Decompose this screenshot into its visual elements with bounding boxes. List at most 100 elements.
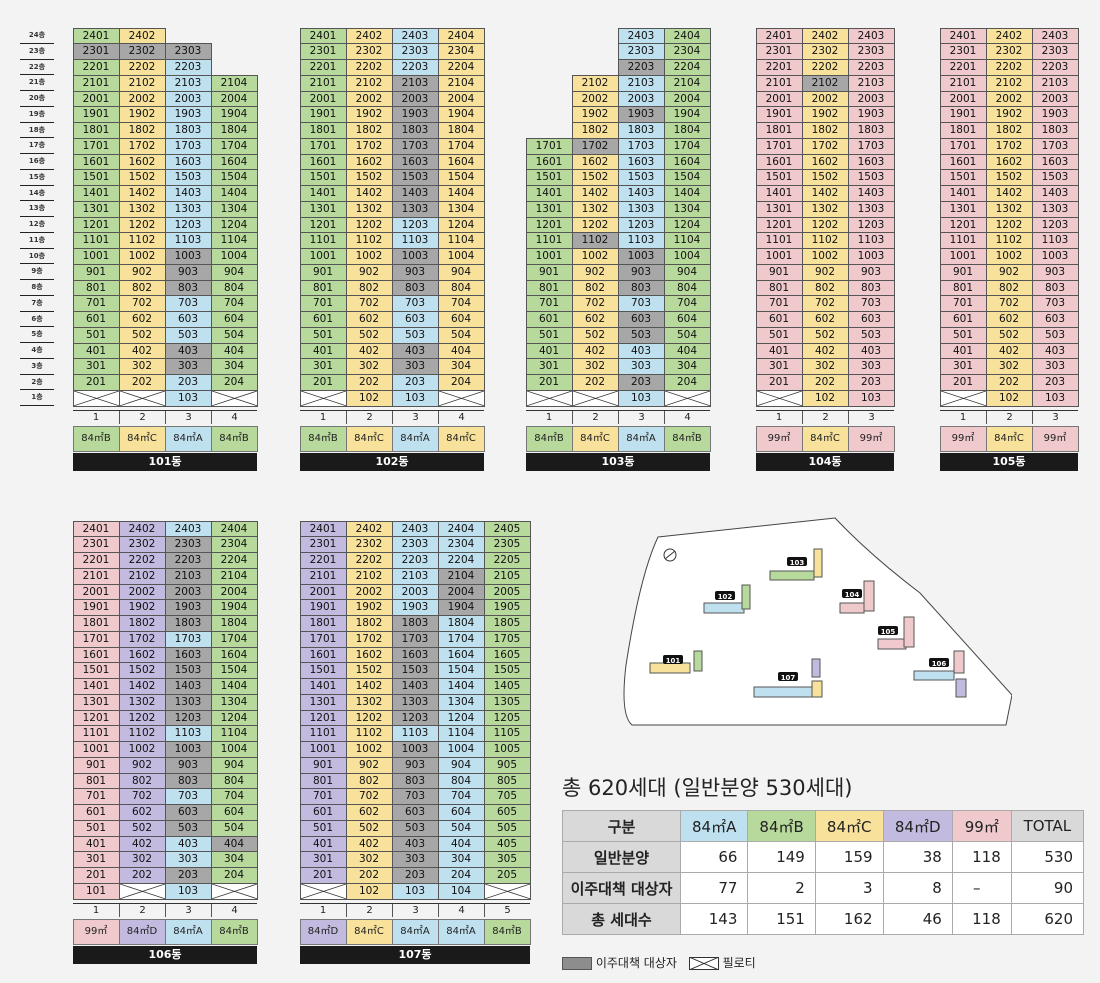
- unit-cell: 1602: [118, 153, 166, 171]
- unit-cell: 804: [210, 279, 258, 297]
- unit-cell: 2203: [164, 552, 212, 569]
- unit-cell: 2401: [72, 520, 120, 538]
- unit-cell: 1201: [72, 709, 120, 727]
- unit-cell: 2103: [164, 74, 212, 92]
- unit-cell: 2303: [391, 536, 439, 553]
- unit-cell: 2101: [755, 74, 803, 92]
- floor-label: 11층: [20, 233, 54, 249]
- unit-cell: 704: [437, 295, 485, 312]
- unit-cell: 204: [437, 374, 485, 391]
- summary-cell: 143: [679, 903, 749, 935]
- unit-cell: 603: [164, 311, 212, 328]
- unit-cell: 2004: [437, 90, 485, 108]
- floor-label: 14층: [20, 186, 54, 202]
- unit-cell: 1003: [617, 248, 665, 265]
- line-type: 84㎡B: [299, 425, 347, 452]
- floor-label: 21층: [20, 75, 54, 91]
- unit-cell: 2202: [345, 59, 393, 76]
- empty-cell: [526, 75, 573, 92]
- unit-cell: 1203: [391, 216, 439, 234]
- unit-cell: 2304: [210, 536, 258, 553]
- unit-cell: 1304: [663, 200, 711, 218]
- unit-cell: 1701: [299, 137, 347, 155]
- unit-cell: 1501: [72, 662, 120, 679]
- line-number: 1: [545, 412, 553, 423]
- line-types: 99㎡ 84㎡D 84㎡A 84㎡B: [72, 918, 258, 945]
- floor-label: 8층: [20, 280, 54, 296]
- unit-cell: 1402: [801, 185, 849, 202]
- unit-cell: 702: [571, 295, 619, 312]
- unit-cell: 2403: [1031, 27, 1079, 45]
- unit-cell: 1402: [345, 185, 393, 202]
- line-number: 3: [618, 411, 664, 424]
- unit-cell: 1701: [939, 137, 987, 155]
- unit-cell: 1002: [345, 248, 393, 265]
- building-name: 107동: [300, 946, 530, 964]
- unit-cell: 303: [391, 851, 439, 868]
- unit-cell: 1503: [1031, 169, 1079, 186]
- unit-cell: 902: [118, 263, 166, 281]
- unit-cell: 1403: [391, 185, 439, 202]
- floor-label: 20층: [20, 91, 54, 107]
- unit-cell: 702: [985, 295, 1033, 312]
- summary-cell: 8: [882, 872, 953, 904]
- unit-cell: 2202: [345, 552, 393, 569]
- unit-cell: 2404: [437, 520, 485, 538]
- line-type: 84㎡C: [437, 425, 485, 452]
- unit-cell: 1303: [391, 200, 439, 218]
- unit-cell: 2302: [345, 536, 393, 553]
- unit-cell: 1002: [985, 248, 1033, 265]
- unit-cell: 804: [437, 772, 485, 790]
- unit-cell: 301: [755, 358, 803, 375]
- unit-cell: 2002: [345, 583, 393, 601]
- empty-cell: [572, 59, 619, 76]
- line-number: 1: [775, 412, 783, 423]
- unit-cell: 1004: [210, 741, 258, 758]
- unit-cell: 202: [345, 867, 393, 884]
- empty-cell: [526, 106, 573, 123]
- line-number: 2: [802, 411, 848, 424]
- unit-cell: 1703: [391, 630, 439, 648]
- unit-cell: 1303: [164, 693, 212, 711]
- unit-cell: 1302: [118, 200, 166, 218]
- unit-cell: 403: [164, 835, 212, 853]
- unit-cell: 1902: [571, 106, 619, 123]
- line-type: 84㎡D: [299, 918, 347, 945]
- unit-cell: 1602: [118, 646, 166, 664]
- unit-cell: 801: [939, 279, 987, 297]
- unit-cell: 903: [1031, 263, 1079, 281]
- unit-cell: 2003: [1031, 90, 1079, 108]
- line-type: 84㎡A: [437, 918, 485, 945]
- building-102동: 2401 2402 2403 2404 2301 2302 2303 2304 2201 2202…: [299, 27, 485, 471]
- unit-cell: 2103: [617, 74, 665, 92]
- unit-cell: 2201: [72, 552, 120, 569]
- unit-cell: 403: [391, 835, 439, 853]
- piloti-cell: [299, 389, 347, 407]
- unit-cell: 904: [663, 263, 711, 281]
- unit-cell: 2301: [72, 43, 120, 60]
- unit-cell: 303: [391, 358, 439, 375]
- summary-cell: 90: [1010, 872, 1085, 904]
- unit-cell: 301: [72, 358, 120, 375]
- unit-cell: 1203: [164, 709, 212, 727]
- unit-cell: 1903: [391, 599, 439, 616]
- unit-cell: 2001: [299, 90, 347, 108]
- building-106동: 2401 2402 2403 2404 2301 2302 2303 2304 2201 2202…: [72, 520, 258, 964]
- summary-header: 99㎡: [951, 810, 1012, 842]
- unit-cell: 1303: [164, 200, 212, 218]
- unit-cell: 1804: [437, 615, 485, 632]
- unit-cell: 302: [345, 851, 393, 868]
- unit-cell: 204: [210, 867, 258, 884]
- unit-cell: 203: [164, 867, 212, 884]
- unit-cell: 903: [847, 263, 895, 281]
- unit-cell: 403: [617, 342, 665, 360]
- unit-cell: 1002: [118, 248, 166, 265]
- unit-cell: 1101: [72, 725, 120, 742]
- unit-cell: 1902: [118, 599, 166, 616]
- unit-cell: 2102: [801, 74, 849, 92]
- unit-cell: 202: [118, 867, 166, 884]
- unit-cell: 1304: [437, 693, 485, 711]
- unit-cell: 701: [72, 788, 120, 805]
- unit-cell: 1604: [210, 153, 258, 171]
